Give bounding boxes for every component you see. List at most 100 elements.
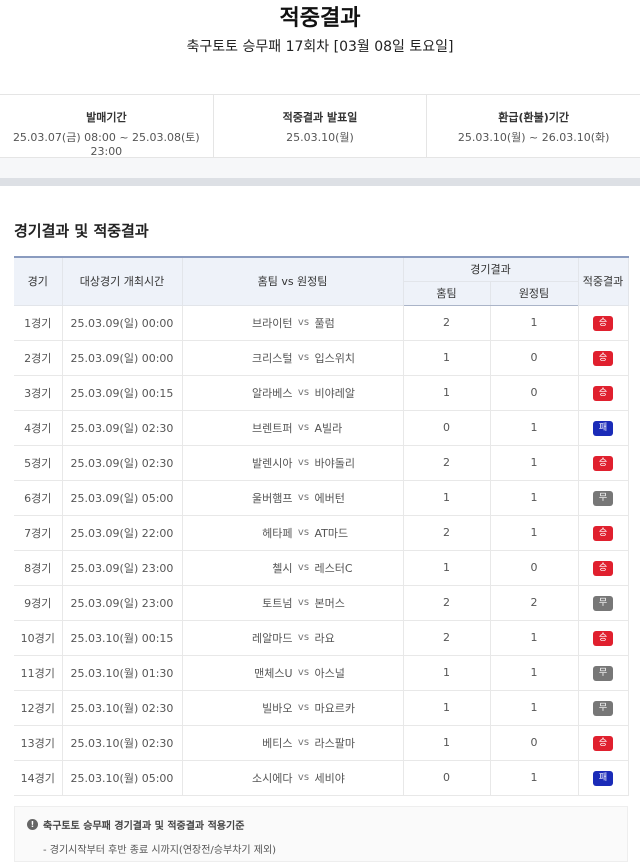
away-team: 바야돌리 [314,456,355,470]
notice-box: ! 축구토토 승무패 경기결과 및 적중결과 적용기준 - 경기시작부터 후반 종… [14,805,628,862]
away-score: 2 [489,584,579,621]
info-value: 25.03.07(금) 08:00 ~ 25.03.08(토) 23:00 [12,131,200,158]
away-team: 에버턴 [314,491,345,505]
game-number: 12경기 [14,689,63,726]
header-result: 경기결과 [402,256,579,282]
notice-title: 축구토토 승무패 경기결과 및 적중결과 적용기준 [43,820,245,832]
game-number: 11경기 [14,654,63,691]
hit-result: 승 [577,549,629,586]
vs-label: vs [297,422,310,433]
hit-result: 승 [577,339,629,376]
hit-result: 승 [577,374,629,411]
game-number: 7경기 [14,514,63,551]
vs-label: vs [297,457,310,468]
teams: 헤타페 vs AT마드 [181,514,404,551]
away-score: 1 [489,759,579,796]
table-row: 14경기 25.03.10(월) 05:00 소시에다 vs 세비야 0 1 패 [14,759,629,796]
home-score: 1 [402,374,491,411]
away-score: 1 [489,654,579,691]
info-value: 25.03.10(월) ~ 26.03.10(화) [457,131,610,144]
results-table: 경기 대상경기 개최시간 홈팀 vs 원정팀 경기결과 적중결과 홈팀 원정팀 … [14,256,629,796]
header-game: 경기 [14,256,63,306]
away-score: 1 [489,514,579,551]
vs-label: vs [297,632,310,643]
header-away: 원정팀 [489,280,579,306]
home-score: 1 [402,339,491,376]
page-subtitle: 축구토토 승무패 17회차 [03월 08일 토요일] [186,39,454,55]
hit-result: 패 [577,759,629,796]
header-time: 대상경기 개최시간 [61,256,183,306]
vs-label: vs [297,352,310,363]
table-row: 7경기 25.03.09(일) 22:00 헤타페 vs AT마드 2 1 승 [14,514,629,551]
home-team: 토트넘 [262,596,293,610]
hit-result: 승 [577,724,629,761]
vs-label: vs [297,667,310,678]
notice-description: - 경기시작부터 후반 종료 시까지(연장전/승부차기 제외) [43,844,277,856]
away-team: 본머스 [314,596,345,610]
divider [0,158,640,186]
teams: 베티스 vs 라스팔마 [181,724,404,761]
game-number: 10경기 [14,619,63,656]
game-number: 1경기 [14,304,63,341]
home-team: 레알마드 [252,631,293,645]
teams: 첼시 vs 레스터C [181,549,404,586]
home-team: 헤타페 [262,526,293,540]
info-label: 환급(환불)기간 [498,111,570,124]
hit-result: 승 [577,514,629,551]
game-number: 13경기 [14,724,63,761]
hit-result: 승 [577,304,629,341]
table-row: 5경기 25.03.09(일) 02:30 발렌시아 vs 바야돌리 2 1 승 [14,444,629,481]
result-badge: 승 [593,350,614,366]
home-team: 브렌트퍼 [252,421,293,435]
hit-result: 패 [577,409,629,446]
info-value: 25.03.10(월) [286,131,354,144]
hit-result: 무 [577,479,629,516]
teams: 빌바오 vs 마요르카 [181,689,404,726]
result-badge: 무 [593,595,614,611]
game-time: 25.03.09(일) 02:30 [61,444,183,481]
vs-label: vs [297,387,310,398]
header-home: 홈팀 [403,280,491,306]
game-time: 25.03.09(일) 00:00 [61,339,183,376]
vs-label: vs [297,597,310,608]
teams: 맨체스U vs 아스널 [181,654,404,691]
game-time: 25.03.10(월) 02:30 [61,724,183,761]
header-hit: 적중결과 [577,256,629,306]
result-badge: 승 [593,560,614,576]
away-team: 아스널 [314,666,345,680]
vs-label: vs [297,527,310,538]
teams: 레알마드 vs 라요 [181,619,404,656]
teams: 토트넘 vs 본머스 [181,584,404,621]
home-score: 2 [402,304,491,341]
away-score: 1 [489,689,579,726]
teams: 브렌트퍼 vs A빌라 [181,409,404,446]
away-team: AT마드 [314,526,349,540]
result-badge: 패 [593,770,614,786]
section-title: 경기결과 및 적중결과 [14,222,149,240]
game-number: 9경기 [14,584,63,621]
home-team: 크리스털 [252,351,293,365]
info-label: 발매기간 [86,111,127,124]
game-time: 25.03.09(일) 00:00 [61,304,183,341]
table-row: 3경기 25.03.09(일) 00:15 알라베스 vs 비야레알 1 0 승 [14,374,629,411]
home-team: 맨체스U [254,666,293,680]
result-badge: 승 [593,315,614,331]
result-badge: 승 [593,735,614,751]
away-score: 0 [489,339,579,376]
away-team: 입스위치 [314,351,355,365]
home-team: 베티스 [262,736,293,750]
teams: 발렌시아 vs 바야돌리 [181,444,404,481]
info-refund-period: 환급(환불)기간 25.03.10(월) ~ 26.03.10(화) [427,95,640,157]
away-team: 비야레알 [314,386,355,400]
home-score: 1 [402,479,491,516]
away-team: 라요 [314,631,335,645]
exclamation-circle-icon: ! [27,818,38,830]
hit-result: 무 [577,654,629,691]
table-row: 2경기 25.03.09(일) 00:00 크리스털 vs 입스위치 1 0 승 [14,339,629,376]
table-row: 11경기 25.03.10(월) 01:30 맨체스U vs 아스널 1 1 무 [14,654,629,691]
home-score: 2 [402,514,491,551]
vs-label: vs [297,702,310,713]
table-row: 13경기 25.03.10(월) 02:30 베티스 vs 라스팔마 1 0 승 [14,724,629,761]
home-team: 빌바오 [262,701,293,715]
away-score: 1 [489,619,579,656]
